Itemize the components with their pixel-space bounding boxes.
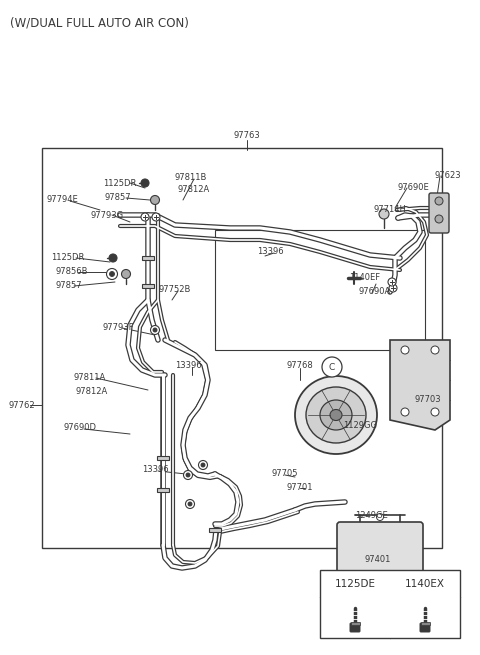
Text: 97623: 97623	[435, 170, 461, 179]
Bar	[142, 284, 154, 288]
Text: 97763: 97763	[234, 130, 260, 140]
Text: 97690D: 97690D	[63, 424, 96, 432]
Text: 13396: 13396	[142, 466, 168, 474]
Bar	[215, 230, 425, 350]
Circle shape	[435, 215, 443, 223]
Text: 1249GE: 1249GE	[355, 510, 387, 519]
Bar	[157, 487, 169, 493]
Text: 13396: 13396	[175, 362, 201, 371]
Text: 1125DE: 1125DE	[335, 579, 375, 589]
Circle shape	[107, 269, 118, 280]
Circle shape	[152, 213, 160, 221]
Text: 97811B: 97811B	[175, 174, 207, 183]
Bar	[209, 527, 221, 533]
Circle shape	[109, 254, 117, 262]
FancyBboxPatch shape	[429, 193, 449, 233]
FancyBboxPatch shape	[420, 623, 430, 632]
Circle shape	[389, 284, 397, 292]
Text: 97812A: 97812A	[76, 386, 108, 396]
Circle shape	[151, 326, 159, 335]
FancyBboxPatch shape	[350, 623, 360, 632]
FancyBboxPatch shape	[350, 622, 360, 625]
Text: 97714H: 97714H	[373, 206, 407, 214]
Text: 97793G: 97793G	[90, 210, 123, 219]
Text: (W/DUAL FULL AUTO AIR CON): (W/DUAL FULL AUTO AIR CON)	[10, 16, 189, 29]
Text: 1129GG: 1129GG	[343, 422, 377, 430]
Text: 97752B: 97752B	[159, 286, 191, 295]
Ellipse shape	[295, 376, 377, 454]
Text: 97690E: 97690E	[397, 183, 429, 191]
Ellipse shape	[320, 400, 352, 430]
Text: 97703: 97703	[415, 396, 441, 405]
Text: 1125DR: 1125DR	[51, 253, 84, 263]
Text: 97857: 97857	[105, 193, 132, 202]
Text: 13396: 13396	[257, 248, 283, 257]
Text: 97401: 97401	[365, 555, 391, 565]
Circle shape	[379, 209, 389, 219]
Circle shape	[153, 328, 157, 332]
Circle shape	[109, 272, 115, 276]
Polygon shape	[390, 340, 450, 430]
Text: 97811A: 97811A	[74, 373, 106, 383]
Text: 97856B: 97856B	[56, 267, 88, 276]
Bar	[157, 456, 169, 460]
Bar	[42, 148, 442, 548]
Circle shape	[186, 473, 190, 477]
Circle shape	[188, 502, 192, 506]
Circle shape	[141, 179, 149, 187]
Bar	[320, 570, 460, 638]
Text: C: C	[329, 362, 335, 371]
Ellipse shape	[330, 409, 342, 421]
FancyBboxPatch shape	[420, 622, 430, 625]
Circle shape	[431, 408, 439, 416]
Text: 97705: 97705	[272, 470, 298, 479]
Text: 1125DR: 1125DR	[103, 179, 137, 187]
Text: 97794E: 97794E	[46, 195, 78, 204]
Circle shape	[201, 463, 205, 467]
Ellipse shape	[306, 387, 366, 443]
Text: 97762: 97762	[9, 400, 36, 409]
Circle shape	[121, 269, 131, 278]
Circle shape	[141, 213, 149, 221]
Text: 97793F: 97793F	[102, 324, 134, 333]
Circle shape	[401, 408, 409, 416]
Text: 97812A: 97812A	[178, 185, 210, 195]
Circle shape	[322, 357, 342, 377]
Circle shape	[388, 278, 396, 286]
Text: 1140EX: 1140EX	[405, 579, 445, 589]
FancyBboxPatch shape	[337, 522, 423, 578]
Circle shape	[376, 514, 384, 521]
Text: 97701: 97701	[287, 483, 313, 493]
Text: 97857: 97857	[56, 282, 82, 291]
Circle shape	[151, 195, 159, 204]
Bar	[142, 255, 154, 261]
Text: 97768: 97768	[287, 362, 313, 371]
Circle shape	[431, 346, 439, 354]
Text: 97690A: 97690A	[359, 288, 391, 297]
Circle shape	[435, 197, 443, 205]
Circle shape	[183, 470, 192, 479]
Circle shape	[199, 460, 207, 470]
Text: 1140EF: 1140EF	[349, 274, 381, 282]
Circle shape	[185, 500, 194, 508]
Circle shape	[401, 346, 409, 354]
